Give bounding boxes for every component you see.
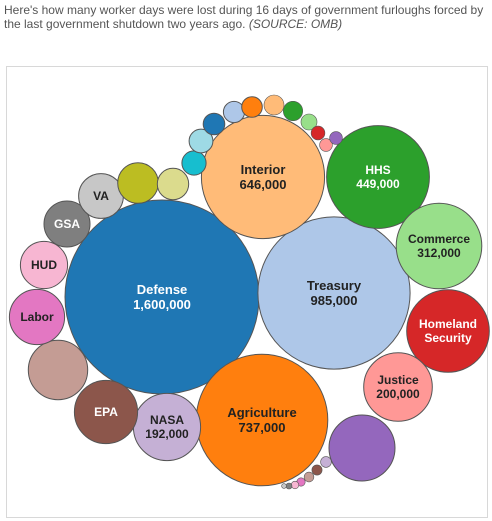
bubble-label-defense: Defense 1,600,000 — [133, 282, 191, 312]
bubble-justice[interactable] — [363, 352, 433, 422]
bubble-agency-12[interactable] — [27, 339, 89, 401]
bubble-label-gsa: GSA — [54, 217, 80, 231]
bubble-agency-28[interactable] — [319, 138, 333, 152]
bubble-agency-34[interactable] — [290, 480, 300, 490]
bubble-label-agriculture: Agriculture 737,000 — [227, 405, 296, 435]
chart-caption: Here's how many worker days were lost du… — [4, 3, 488, 31]
bubble-agency-27[interactable] — [310, 125, 326, 141]
bubble-label-treasury: Treasury 985,000 — [307, 278, 362, 308]
bubble-agency-24[interactable] — [263, 94, 285, 116]
caption-text: Here's how many worker days were lost du… — [4, 3, 484, 31]
caption-source: (SOURCE: OMB) — [248, 17, 343, 31]
bubble-gsa[interactable] — [43, 200, 91, 248]
bubble-agency-30[interactable] — [320, 456, 332, 468]
bubble-agency-19[interactable] — [181, 150, 207, 176]
bubble-agency-23[interactable] — [241, 96, 263, 118]
bubble-agency-22[interactable] — [222, 100, 246, 124]
bubble-agency-36[interactable] — [281, 483, 287, 489]
bubble-label-hud: HUD — [31, 258, 57, 272]
bubble-homeland-security[interactable] — [406, 289, 490, 373]
bubble-label-justice: Justice 200,000 — [376, 373, 420, 401]
bubble-labor[interactable] — [8, 288, 66, 346]
bubble-label-epa: EPA — [94, 405, 118, 419]
bubble-agency-31[interactable] — [311, 464, 323, 476]
bubble-commerce[interactable] — [395, 202, 483, 290]
bubble-label-va: VA — [93, 189, 109, 203]
bubble-label-homeland-security: Homeland Security — [419, 317, 477, 345]
bubble-label-labor: Labor — [20, 310, 54, 324]
bubble-agency-26[interactable] — [300, 113, 318, 131]
bubble-agency-29[interactable] — [329, 131, 343, 145]
bubble-interior[interactable] — [200, 114, 326, 240]
bubble-agency-17[interactable] — [117, 162, 159, 204]
bubble-treasury[interactable] — [257, 216, 411, 370]
bubble-agency-18[interactable] — [156, 167, 190, 201]
bubble-label-hhs: HHS 449,000 — [356, 163, 400, 191]
bubble-agency-25[interactable] — [282, 101, 303, 122]
bubble-agency-11[interactable] — [328, 414, 396, 482]
bubble-hud[interactable] — [19, 240, 69, 290]
bubble-agency-21[interactable] — [202, 112, 226, 136]
bubble-label-commerce: Commerce 312,000 — [408, 232, 470, 260]
bubble-agency-20[interactable] — [188, 128, 214, 154]
bubble-agency-35[interactable] — [285, 482, 293, 490]
bubble-hhs[interactable] — [326, 125, 430, 229]
bubble-epa[interactable] — [73, 379, 139, 445]
bubble-agency-32[interactable] — [303, 471, 315, 483]
bubble-label-interior: Interior 646,000 — [240, 162, 287, 192]
bubble-label-nasa: NASA 192,000 — [145, 413, 189, 441]
